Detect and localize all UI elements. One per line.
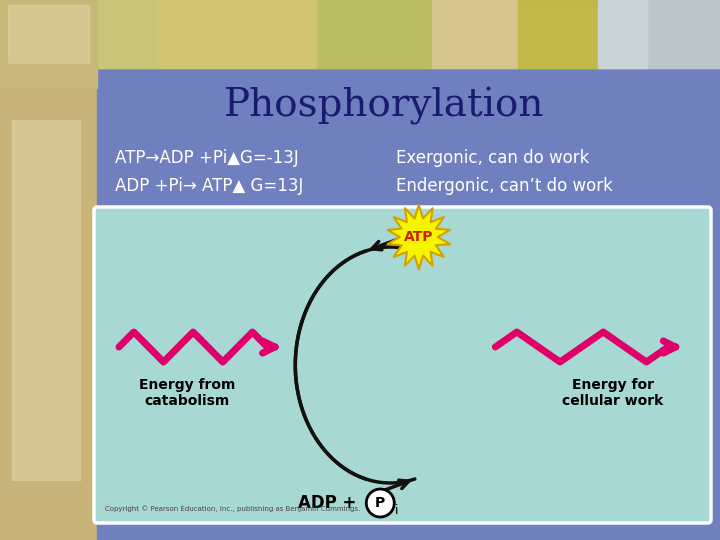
Bar [97, 0, 158, 68]
Text: P: P [375, 496, 385, 510]
Bar [0, 0, 97, 540]
Polygon shape [387, 205, 450, 269]
Text: Energy for
cellular work: Energy for cellular work [562, 378, 664, 408]
Text: Endergonic, can’t do work: Endergonic, can’t do work [396, 177, 613, 195]
Bar [8, 5, 89, 63]
FancyBboxPatch shape [94, 207, 711, 523]
Text: Exergonic, can do work: Exergonic, can do work [396, 149, 590, 167]
Bar [648, 0, 720, 68]
Bar [12, 120, 80, 480]
Bar [158, 0, 317, 68]
Text: Phosphorylation: Phosphorylation [224, 87, 544, 125]
Text: i: i [395, 504, 399, 517]
Bar [0, 0, 720, 68]
Text: ADP +Pi→ ATP▲ G=13J: ADP +Pi→ ATP▲ G=13J [115, 177, 303, 195]
Bar [518, 0, 598, 68]
Text: ADP +: ADP + [298, 494, 362, 512]
Bar [97, 0, 720, 540]
Bar [317, 0, 432, 68]
Text: Energy from
catabolism: Energy from catabolism [139, 378, 235, 408]
Text: ATP: ATP [404, 230, 433, 244]
Text: Copyright © Pearson Education, Inc., publishing as Benjamin Cummings.: Copyright © Pearson Education, Inc., pub… [105, 505, 361, 512]
Circle shape [366, 489, 395, 517]
Bar [432, 0, 518, 68]
Bar [598, 0, 648, 68]
Bar [0, 0, 97, 88]
Text: ATP→ADP +Pi▲G=-13J: ATP→ADP +Pi▲G=-13J [115, 149, 299, 167]
